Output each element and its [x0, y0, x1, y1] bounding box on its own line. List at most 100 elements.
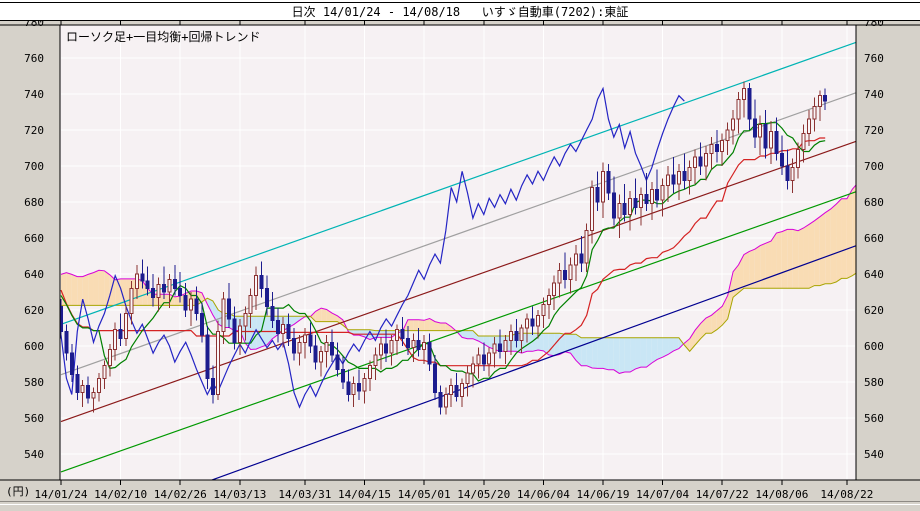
- y-axis-label: 600: [864, 340, 884, 353]
- candle-up: [254, 275, 259, 297]
- regression-minus-1-sigma: [60, 191, 856, 473]
- candle-down: [292, 338, 297, 354]
- x-axis-label: 14/08/06: [755, 488, 808, 501]
- tenkan-line: [60, 122, 826, 382]
- candle-down: [595, 187, 600, 203]
- candle-down: [747, 88, 752, 120]
- candle-up: [676, 170, 681, 185]
- candle-up: [628, 197, 633, 216]
- candle-down: [779, 152, 784, 167]
- candle-down: [264, 287, 269, 307]
- candle-up: [102, 365, 107, 379]
- candle-down: [682, 170, 687, 181]
- candle-up: [167, 278, 172, 293]
- candle-up: [96, 377, 101, 394]
- candle-up: [389, 340, 394, 354]
- candle-up: [216, 331, 221, 396]
- candle-up: [476, 354, 481, 365]
- candle-down: [622, 203, 627, 216]
- candle-down: [69, 352, 74, 376]
- candle-down: [205, 334, 210, 379]
- candle-down: [752, 118, 757, 138]
- candle-down: [432, 363, 437, 394]
- candle-down: [194, 298, 199, 315]
- regression-channel: [60, 41, 856, 480]
- candle-down: [454, 385, 459, 397]
- candle-down: [530, 318, 535, 327]
- candle-up: [492, 343, 497, 354]
- candle-up: [812, 106, 817, 120]
- candle-up: [189, 298, 194, 311]
- candle-down: [671, 174, 676, 185]
- candle-up: [487, 352, 492, 365]
- candle-up: [687, 167, 692, 181]
- candle-down: [611, 192, 616, 219]
- candle-down: [785, 165, 790, 181]
- x-axis-label: 14/05/20: [457, 488, 510, 501]
- candle-up: [525, 318, 530, 329]
- y-axis-label: 640: [24, 268, 44, 281]
- x-axis-label: 14/07/04: [636, 488, 689, 501]
- candle-up: [584, 230, 589, 264]
- y-axis-label: 720: [24, 124, 44, 137]
- candle-up: [80, 385, 85, 394]
- x-axis-label: 14/01/24: [35, 488, 88, 501]
- candle-up: [703, 152, 708, 167]
- y-axis-label: 740: [24, 88, 44, 101]
- candle-up: [801, 133, 806, 151]
- x-axis-label: 14/07/22: [696, 488, 749, 501]
- candle-up: [248, 295, 253, 315]
- candles-layer: [60, 81, 828, 415]
- candle-up: [790, 167, 795, 181]
- y-axis-label: 700: [24, 160, 44, 173]
- candle-up: [720, 140, 725, 153]
- candle-down: [427, 341, 432, 365]
- candle-up: [649, 188, 654, 205]
- chart-legend-label: ローソク足+一目均衡+回帰トレンド: [66, 30, 261, 44]
- candle-up: [557, 269, 562, 284]
- candle-down: [335, 354, 340, 370]
- candle-down: [714, 143, 719, 153]
- candle-down: [606, 170, 611, 194]
- candle-down: [774, 131, 779, 154]
- y-axis-label: 560: [24, 412, 44, 425]
- candle-down: [481, 354, 486, 365]
- senkou-b-line: [61, 272, 856, 353]
- candle-up: [460, 383, 465, 397]
- candle-down: [514, 331, 519, 342]
- candle-down: [655, 188, 660, 201]
- y-axis-label: 680: [864, 196, 884, 209]
- candle-up: [395, 329, 400, 342]
- candle-up: [443, 394, 448, 408]
- candle-up: [351, 383, 356, 396]
- candle-down: [227, 298, 232, 320]
- candle-up: [546, 295, 551, 306]
- candle-down: [151, 287, 156, 298]
- candle-down: [86, 385, 91, 399]
- candle-up: [660, 185, 665, 201]
- candle-down: [416, 340, 421, 351]
- candle-up: [422, 341, 427, 351]
- candle-up: [541, 304, 546, 316]
- candle-up: [731, 118, 736, 131]
- candle-down: [178, 287, 183, 297]
- y-axis-label: 760: [864, 52, 884, 65]
- candle-up: [465, 372, 470, 385]
- regression-plus-2-sigma: [60, 41, 856, 325]
- y-axis-label: 660: [864, 232, 884, 245]
- candle-up: [638, 194, 643, 208]
- y-axis-label: 600: [24, 340, 44, 353]
- grid-layer: [61, 26, 855, 479]
- candle-down: [823, 95, 828, 102]
- candle-down: [75, 374, 80, 394]
- plot-border: [0, 24, 920, 481]
- candle-down: [60, 305, 63, 333]
- regression-plus-1-sigma: [60, 92, 856, 376]
- candle-up: [91, 392, 96, 399]
- candle-down: [232, 318, 237, 343]
- y-axis-unit-label: (円): [6, 485, 30, 498]
- candle-up: [297, 341, 302, 354]
- candle-down: [498, 343, 503, 352]
